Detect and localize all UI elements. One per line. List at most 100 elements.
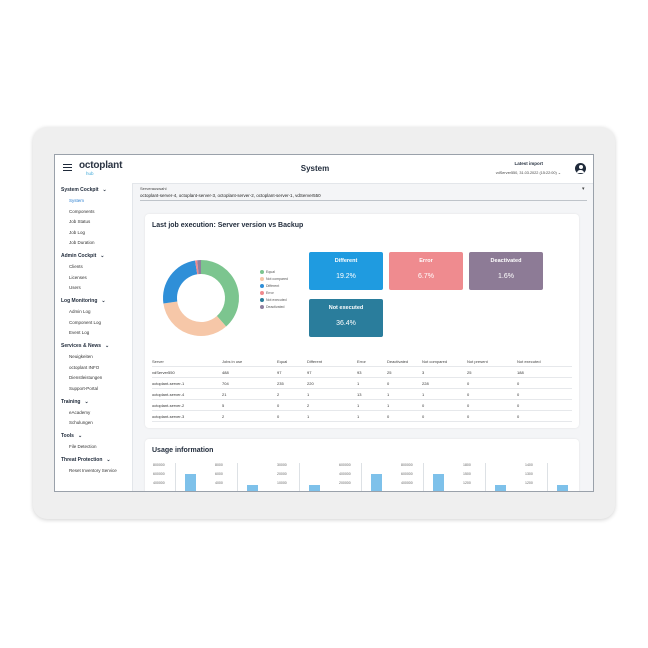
table-cell: 0 [422,403,425,408]
nav-group-log-monitoring[interactable]: Log Monitoring ⌄ [61,298,106,304]
chevron-down-icon[interactable]: ⌄ [100,253,105,259]
usage-axis-line [299,463,300,491]
sidebar-item-octoplant-info[interactable]: octoplant INFO [69,364,100,370]
donut-slice-error[interactable] [195,260,199,275]
stat-tile-label: Deactivated [490,258,522,264]
legend-item-deactivated[interactable]: Deactivated [260,305,288,312]
chevron-down-icon[interactable]: ⌄ [105,343,110,349]
table-cell: 0 [467,381,470,386]
nav-group-system-cockpit[interactable]: System Cockpit ⌄ [61,187,107,193]
stat-tile-deactivated[interactable]: Deactivated 1.6% [469,252,543,290]
donut-slice-not-compared[interactable] [163,301,227,336]
usage-bar[interactable] [495,485,506,491]
legend-item-error[interactable]: Error [260,291,288,298]
usage-axis-tick: 400000 [401,481,413,485]
table-cell: 93 [357,370,362,375]
sidebar-item-system[interactable]: System [69,198,85,203]
usage-bar[interactable] [309,485,320,491]
chevron-down-icon[interactable]: ⌄ [77,433,83,439]
divider [140,200,587,201]
sidebar-item-file-detection[interactable]: File Detection [69,444,97,449]
chevron-down-icon[interactable]: ⌄ [102,187,107,193]
sidebar-item-licenses[interactable]: Licenses [69,274,87,280]
sidebar-item-event-log[interactable]: Event Log [69,330,90,335]
sidebar-item-job-status[interactable]: Job Status [69,219,91,224]
usage-bar[interactable] [371,474,382,491]
chevron-down-icon[interactable]: ▾ [582,186,585,192]
usage-bar[interactable] [433,474,444,491]
legend-item-equal[interactable]: Equal [260,270,288,277]
column-header-not-compared[interactable]: Not compared [422,359,448,364]
stat-tile-different[interactable]: Different 19.2% [309,252,383,290]
legend-label: Not compared [266,277,288,281]
server-select[interactable]: octoplant-server-4, octoplant-server-3, … [140,193,321,198]
sidebar-item-users[interactable]: Users [69,285,81,290]
stat-tile-not-executed[interactable]: Not executed 36.4% [309,299,383,337]
nav-group-tools[interactable]: Tools ⌄ [61,433,82,439]
sidebar-item-job-duration[interactable]: Job Duration [69,240,95,245]
nav-group-training[interactable]: Training ⌄ [61,399,89,405]
sidebar-item-eacademy[interactable]: eAcademy [69,409,91,415]
table-cell: vdServer550 [152,370,175,375]
donut-slice-different[interactable] [163,260,198,304]
sidebar-item-admin-log[interactable]: Admin Log [69,309,91,314]
user-account-icon[interactable] [575,163,586,174]
usage-axis-tick: 1400 [525,463,533,467]
table-cell: 21 [222,392,227,397]
table-cell: 0 [467,403,470,408]
nav-group-label: Tools [61,433,74,439]
usage-axis-tick: 800000 [401,463,413,467]
sidebar-item-component-log[interactable]: Component Log [69,319,102,325]
nav-group-admin-cockpit[interactable]: Admin Cockpit ⌄ [61,253,104,259]
latest-import-select[interactable]: vdServer550, 31.03.2022 (15:22:00) ⌄ [495,171,561,175]
stat-tile-error[interactable]: Error 6.7% [389,252,463,290]
column-header-different[interactable]: Different [307,359,323,364]
donut-slice-deactivated[interactable] [197,260,201,275]
column-header-not-executed[interactable]: Not executed [517,359,541,364]
sidebar-item-dienstleistungen[interactable]: Dienstleistungen [69,375,103,380]
table-row[interactable]: octoplant-server-2 5 0 2 1 1 0 0 0 [152,400,572,411]
chevron-down-icon[interactable]: ⌄ [84,398,89,405]
column-header-server[interactable]: Server [152,359,164,364]
app-logo[interactable]: octoplant [79,160,123,171]
table-cell: 0 [277,403,280,408]
sidebar-item-support-portal[interactable]: Support-Portal [69,385,99,391]
usage-bar[interactable] [185,474,196,491]
usage-axis-line [361,463,362,491]
column-header-deactivated[interactable]: Deactivated [387,359,409,364]
usage-axis-tick: 1200 [463,481,471,485]
legend-item-not-compared[interactable]: Not compared [260,277,288,284]
legend-label: Error [266,291,274,295]
table-row[interactable]: octoplant-server-3 2 0 1 1 0 0 0 0 [152,411,572,422]
column-header-equal[interactable]: Equal [277,359,288,364]
table-cell: 1 [387,403,390,408]
chevron-down-icon[interactable]: ⌄ [106,457,111,463]
table-cell: 0 [517,381,520,386]
column-header-not-present[interactable]: Not present [467,359,488,364]
nav-group-threat-protection[interactable]: Threat Protection ⌄ [61,457,111,463]
column-header-jobs-in-use[interactable]: Jobs in use [222,359,243,364]
column-header-error[interactable]: Error [357,359,366,364]
sidebar-item-clients[interactable]: Clients [69,264,83,269]
sidebar-item-job-log[interactable]: Job Log [69,229,86,235]
sidebar-item-reset-inventory-service[interactable]: Reset Inventory Service [69,468,117,473]
table-row[interactable]: octoplant-server-1 704 235 220 1 0 228 0 0 [152,378,572,389]
usage-axis-tick: 400000 [153,481,165,485]
sidebar-item-components[interactable]: Components [69,208,95,214]
nav-group-label: Admin Cockpit [61,253,97,259]
sidebar-item-schulungen[interactable]: Schulungen [69,420,93,425]
usage-card-title: Usage information [152,447,214,454]
nav-group-services-news[interactable]: Services & News ⌄ [61,343,109,349]
menu-icon[interactable] [63,164,72,171]
table-row[interactable]: vdServer550 488 97 97 93 25 3 25 188 [152,367,572,378]
legend-item-not-executed[interactable]: Not executed [260,298,288,305]
usage-bar[interactable] [557,485,568,491]
donut-slice-equal[interactable] [201,260,239,327]
chevron-down-icon[interactable]: ⌄ [101,298,106,304]
sidebar-item-neuigkeiten[interactable]: Neuigkeiten [69,354,93,359]
table-cell: 5 [222,403,225,408]
table-row[interactable]: octoplant-server-4 21 2 1 13 1 1 0 0 [152,389,572,400]
usage-axis-line [423,463,424,491]
legend-item-different[interactable]: Different [260,284,288,291]
usage-bar[interactable] [247,485,258,491]
